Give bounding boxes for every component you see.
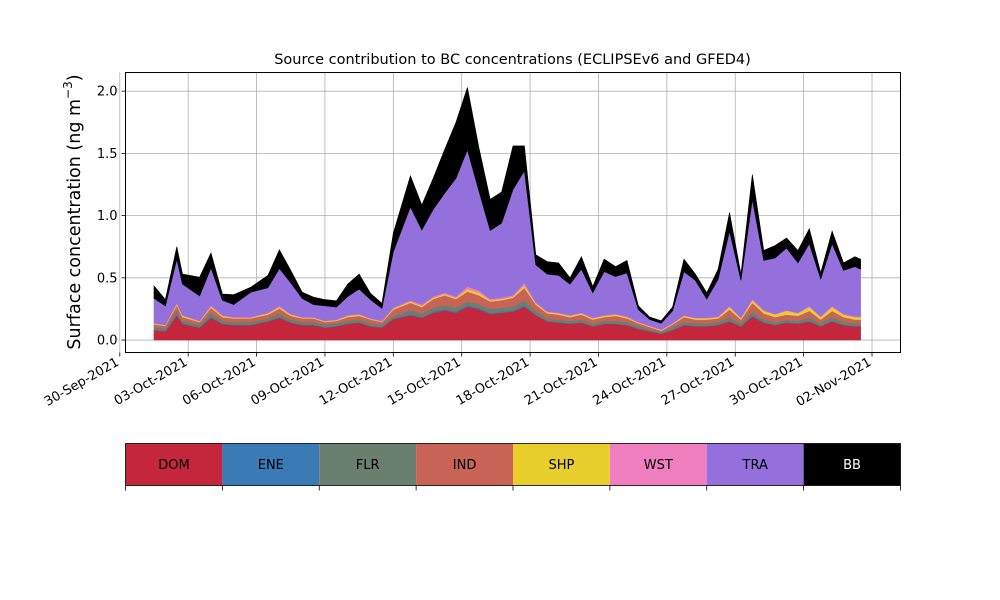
y-tick-label: 1.5 — [97, 147, 118, 162]
legend-frame — [125, 443, 901, 486]
legend-swatch-ene — [222, 443, 320, 486]
legend-swatch-wst — [609, 443, 707, 486]
x-tick-label: 02-Nov-2021 — [794, 355, 874, 410]
x-tick-label: 03-Oct-2021 — [112, 355, 190, 409]
legend-label-tra: TRA — [742, 458, 768, 473]
x-tick-label: 24-Oct-2021 — [590, 355, 668, 409]
x-tick-label: 21-Oct-2021 — [522, 355, 600, 409]
y-tick-label: 0.0 — [97, 334, 118, 349]
x-tick-label: 30-Sep-2021 — [42, 355, 122, 410]
y-tick-label: 1.0 — [97, 209, 118, 224]
stacked-area-plot — [153, 87, 861, 341]
y-tick-label: 2.0 — [97, 85, 118, 100]
chart-title: Source contribution to BC concentrations… — [274, 52, 751, 68]
legend-label-dom: DOM — [158, 458, 189, 473]
y-axis-label-text: Surface concentration (ng m — [65, 99, 85, 350]
x-tick-label: 27-Oct-2021 — [659, 355, 737, 409]
x-tick-label: 09-Oct-2021 — [249, 355, 327, 409]
legend-swatch-ind — [416, 443, 513, 486]
legend-label-ind: IND — [453, 458, 477, 473]
legend-swatch-tra — [706, 443, 804, 486]
legend-swatch-flr — [319, 443, 417, 486]
x-tick-label: 15-Oct-2021 — [385, 355, 463, 409]
legend-label-ene: ENE — [258, 458, 284, 473]
x-tick-label: 12-Oct-2021 — [317, 355, 395, 409]
x-axis: 30-Sep-202103-Oct-202106-Oct-202109-Oct-… — [42, 352, 874, 410]
x-tick-label: 06-Oct-2021 — [180, 355, 258, 409]
legend-swatch-bb — [803, 443, 901, 486]
legend-swatch-shp — [513, 443, 610, 486]
legend-label-flr: FLR — [356, 458, 380, 473]
x-tick-label: 18-Oct-2021 — [454, 355, 532, 409]
area-series-bb — [153, 87, 861, 324]
y-axis: 0.0 0.5 1.0 1.5 2.0 — [97, 85, 126, 349]
legend-label-shp: SHP — [549, 458, 575, 473]
y-axis-label-superscript: −3 — [61, 81, 75, 99]
plot-frame — [125, 72, 901, 353]
y-axis-label: Surface concentration (ng m−3) — [61, 74, 85, 349]
legend-label-wst: WST — [644, 458, 673, 473]
legend-label-bb: BB — [843, 458, 861, 473]
x-tick-label: 30-Oct-2021 — [727, 355, 805, 409]
y-tick-label: 0.5 — [97, 271, 118, 286]
y-axis-label-close: ) — [65, 74, 85, 81]
source-colorbar-legend: DOM ENE FLR IND SHP WST TRA BB — [125, 443, 901, 491]
legend-swatch-dom — [125, 443, 223, 486]
